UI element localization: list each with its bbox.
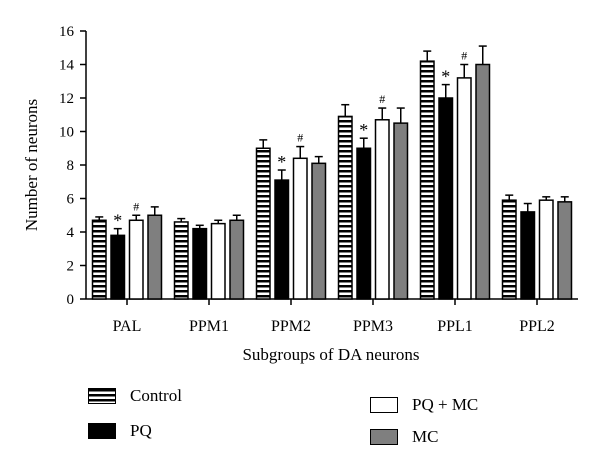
bar-mc-ppl1: [475, 63, 491, 300]
significance-star: *: [277, 152, 286, 172]
pqmc-swatch: [370, 397, 398, 413]
bar-pq-ppm2: [274, 179, 290, 300]
significance-hash: #: [379, 92, 385, 106]
significance-star: *: [441, 67, 450, 87]
bar-pq-ppm1: [192, 227, 208, 300]
significance-hash: #: [297, 131, 303, 145]
bar-mc-ppl2: [557, 201, 573, 300]
control-swatch: [88, 388, 116, 404]
x-tick-label: PPM2: [271, 318, 311, 335]
legend-item-mc: MC: [370, 427, 438, 447]
bar-pq-pal: [110, 234, 126, 300]
y-tick-label: 10: [59, 125, 74, 141]
significance-hash: #: [461, 49, 467, 63]
bar-pq-ppl2: [520, 211, 536, 300]
y-tick-label: 12: [59, 91, 74, 107]
significance-hash: #: [133, 199, 139, 213]
bar-pq-mc-ppl2: [538, 199, 554, 300]
bar-pq-mc-ppm3: [374, 119, 390, 300]
y-tick-label: 8: [67, 158, 75, 174]
y-tick-label: 4: [67, 225, 75, 241]
x-axis-title: Subgroups of DA neurons: [242, 345, 419, 364]
mc-swatch: [370, 429, 398, 445]
bar-pq-mc-ppm2: [292, 157, 308, 300]
y-tick-label: 0: [67, 292, 75, 308]
legend-label-control: Control: [130, 386, 182, 405]
legend-item-pqmc: PQ + MC: [370, 395, 478, 415]
y-tick-label: 14: [59, 58, 75, 74]
x-tick-label: PPM3: [353, 318, 393, 335]
y-tick-label: 6: [67, 192, 75, 208]
bar-pq-ppm3: [356, 147, 372, 300]
bar-mc-ppm1: [229, 219, 245, 300]
pq-swatch: [88, 423, 116, 439]
bar-control-ppm2: [255, 147, 271, 300]
bar-mc-ppm3: [393, 122, 409, 300]
bar-control-pal: [91, 219, 107, 300]
y-tick-label: 16: [59, 24, 75, 40]
bar-control-ppl1: [419, 60, 435, 300]
x-tick-label: PAL: [113, 318, 142, 335]
legend-item-control: Control: [88, 386, 182, 406]
legend-label-mc: MC: [412, 427, 439, 446]
bar-pq-mc-ppl1: [456, 77, 472, 300]
x-tick-label: PPL1: [437, 318, 473, 335]
bar-mc-ppm2: [311, 162, 327, 300]
bar-control-ppl2: [501, 199, 517, 300]
legend-label-pq: PQ: [130, 421, 152, 440]
legend-label-pqmc: PQ + MC: [412, 395, 479, 414]
significance-star: *: [113, 211, 122, 231]
bar-pq-ppl1: [438, 97, 454, 300]
y-axis-title: Number of neurons: [22, 99, 41, 231]
y-tick-label: 2: [67, 259, 75, 275]
bar-mc-pal: [147, 214, 163, 300]
x-tick-label: PPL2: [519, 318, 555, 335]
bar-control-ppm3: [337, 115, 353, 300]
bar-pq-mc-pal: [128, 219, 144, 300]
bar-pq-mc-ppm1: [210, 222, 226, 300]
x-tick-label: PPM1: [189, 318, 229, 335]
legend-item-pq: PQ: [88, 421, 152, 441]
significance-star: *: [359, 120, 368, 140]
bar-control-ppm1: [173, 221, 189, 300]
